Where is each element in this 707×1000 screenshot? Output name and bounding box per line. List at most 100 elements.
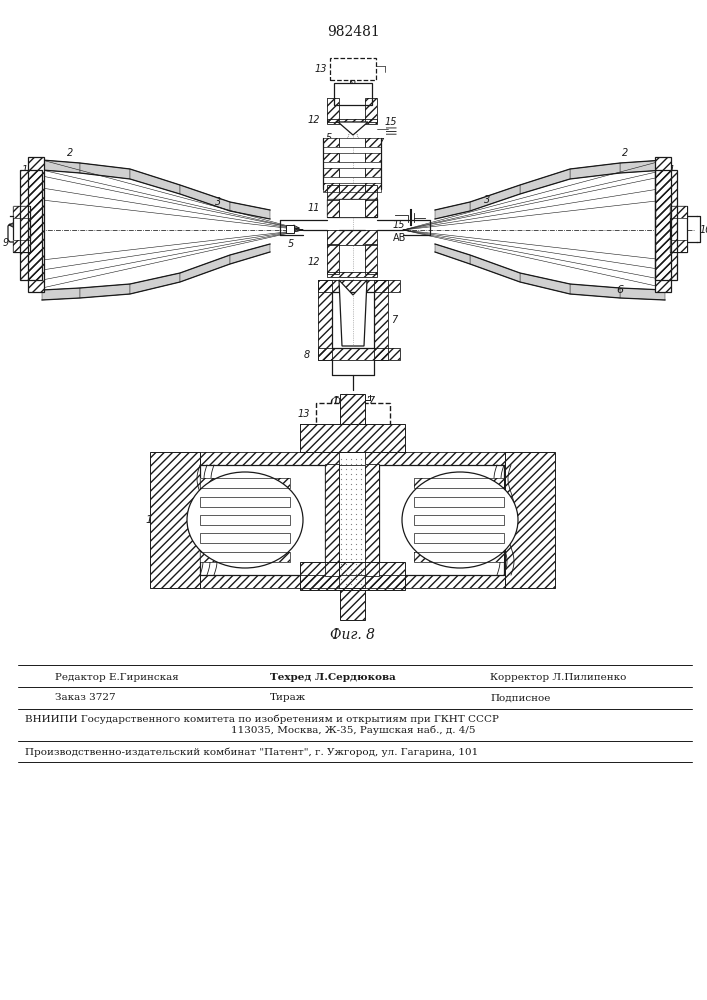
Bar xyxy=(327,199,339,217)
Bar xyxy=(13,240,30,252)
Bar xyxy=(327,199,377,217)
Bar xyxy=(365,464,379,576)
Bar xyxy=(300,562,405,590)
Bar xyxy=(505,452,555,588)
Ellipse shape xyxy=(402,472,518,568)
Bar xyxy=(200,533,290,543)
Bar xyxy=(200,575,505,588)
Bar xyxy=(339,199,365,217)
Bar xyxy=(365,153,381,162)
Bar xyxy=(332,292,374,348)
Polygon shape xyxy=(130,169,180,194)
Bar xyxy=(327,119,377,124)
Bar xyxy=(365,183,381,192)
Text: 982481: 982481 xyxy=(327,25,380,39)
Bar xyxy=(150,452,200,588)
Bar xyxy=(327,98,339,122)
Bar xyxy=(200,552,290,562)
Text: Подписное: Подписное xyxy=(490,694,550,702)
Bar xyxy=(200,533,290,543)
Polygon shape xyxy=(42,160,80,173)
Text: 9: 9 xyxy=(3,238,9,248)
Text: 11: 11 xyxy=(308,203,320,213)
Text: 10: 10 xyxy=(700,225,707,235)
Bar xyxy=(13,206,30,218)
Bar xyxy=(327,244,339,274)
Bar xyxy=(365,464,379,576)
Text: 8: 8 xyxy=(304,350,310,360)
Polygon shape xyxy=(570,284,620,298)
Bar xyxy=(28,157,44,292)
Bar xyxy=(414,552,504,562)
Polygon shape xyxy=(230,244,270,264)
Bar xyxy=(339,138,365,147)
Bar xyxy=(323,153,339,162)
Bar xyxy=(200,478,290,488)
Text: ВНИИПИ Государственного комитета по изобретениям и открытиям при ГКНТ СССР: ВНИИПИ Государственного комитета по изоб… xyxy=(25,714,499,724)
Bar xyxy=(323,183,339,192)
Bar xyxy=(670,206,687,218)
Bar xyxy=(327,119,377,124)
Bar xyxy=(327,185,377,200)
Bar xyxy=(327,199,339,217)
Bar xyxy=(316,403,390,425)
Text: 5: 5 xyxy=(326,133,332,143)
Text: Заказ 3727: Заказ 3727 xyxy=(55,694,116,702)
Bar xyxy=(365,244,377,274)
Bar xyxy=(365,98,377,122)
Bar xyxy=(340,590,365,620)
Bar xyxy=(327,119,377,124)
Bar xyxy=(340,394,365,424)
Polygon shape xyxy=(80,163,130,179)
Bar xyxy=(13,206,30,218)
Bar xyxy=(318,348,400,360)
Text: 2: 2 xyxy=(622,148,628,158)
Polygon shape xyxy=(80,284,130,298)
Bar xyxy=(323,168,339,177)
Text: Редактор Е.Гиринская: Редактор Е.Гиринская xyxy=(55,672,179,682)
Bar xyxy=(323,138,339,147)
Bar xyxy=(339,183,365,192)
Bar xyxy=(323,168,339,177)
Bar xyxy=(200,465,325,575)
Bar xyxy=(20,170,42,280)
Bar xyxy=(414,478,504,488)
Bar xyxy=(670,206,687,218)
Polygon shape xyxy=(570,163,620,179)
Bar xyxy=(505,452,555,588)
Bar xyxy=(323,168,339,177)
Bar xyxy=(655,157,671,292)
Bar xyxy=(327,272,377,277)
Bar xyxy=(300,424,405,452)
Bar xyxy=(318,280,400,292)
Bar xyxy=(365,138,381,147)
Bar xyxy=(300,562,405,590)
Bar xyxy=(374,280,388,360)
Bar xyxy=(300,424,405,452)
Bar xyxy=(300,424,405,452)
Text: Тираж: Тираж xyxy=(270,694,306,702)
Bar xyxy=(670,240,687,252)
Bar xyxy=(323,153,339,162)
Bar xyxy=(414,497,504,507)
Text: 15: 15 xyxy=(393,220,406,230)
Polygon shape xyxy=(520,273,570,294)
Bar xyxy=(414,552,504,562)
Bar xyxy=(200,552,290,562)
Bar xyxy=(340,394,365,424)
Text: 7: 7 xyxy=(377,138,383,148)
Text: 3: 3 xyxy=(484,195,490,205)
Bar xyxy=(200,552,290,562)
Bar xyxy=(414,497,504,507)
Bar xyxy=(325,464,339,576)
Polygon shape xyxy=(470,185,520,211)
Polygon shape xyxy=(435,244,470,264)
Text: 12: 12 xyxy=(308,257,320,267)
Bar xyxy=(325,464,339,576)
Polygon shape xyxy=(470,255,520,282)
Text: N: N xyxy=(349,80,357,90)
Bar xyxy=(327,230,377,245)
Text: 5: 5 xyxy=(288,239,294,249)
Text: 13: 13 xyxy=(298,409,310,419)
Bar xyxy=(318,348,400,360)
